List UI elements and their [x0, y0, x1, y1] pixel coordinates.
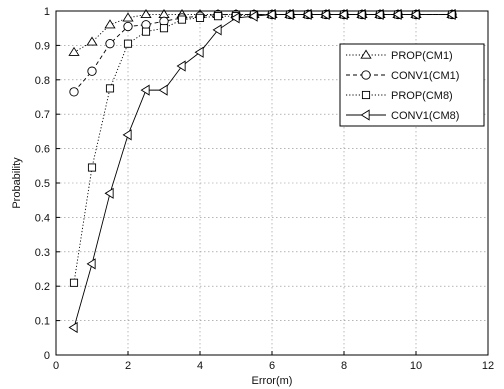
y-tick-label: 0.4 [35, 212, 50, 224]
series-point [68, 46, 80, 56]
x-tick-label: 2 [125, 360, 131, 372]
series-point [140, 84, 150, 96]
legend-label: PROP(CM8) [391, 90, 453, 102]
legend-marker [361, 90, 371, 100]
series-point [104, 19, 116, 29]
legend-label: CONV1(CM1) [391, 70, 459, 82]
y-tick-label: 1 [44, 6, 50, 18]
legend-item: PROP(CM8) [346, 90, 453, 102]
series-point [374, 8, 384, 21]
x-tick-label: 0 [53, 360, 59, 372]
series-point [122, 129, 132, 141]
plot-series [68, 8, 458, 334]
series-point [123, 39, 133, 48]
y-tick-label: 0.1 [35, 316, 50, 328]
series-point [194, 46, 204, 58]
series-point [105, 84, 115, 93]
series-point [446, 8, 456, 21]
series-point [87, 163, 97, 172]
legend-item: CONV1(CM1) [346, 70, 459, 82]
x-axis-title: Error(m) [252, 375, 293, 387]
series-point [158, 84, 168, 96]
legend-label: PROP(CM1) [391, 50, 453, 62]
legend-item: PROP(CM1) [346, 49, 453, 62]
x-tick-label: 8 [341, 360, 347, 372]
series-point [159, 24, 169, 33]
x-tick-label: 4 [197, 360, 203, 372]
series-point [141, 27, 151, 36]
series-point [86, 36, 98, 46]
series-point [122, 12, 134, 22]
x-tick-label: 10 [410, 360, 422, 372]
y-tick-label: 0.7 [35, 109, 50, 121]
legend: PROP(CM1) CONV1(CM1) PROP(CM8) CONV1(CM8) [339, 43, 485, 127]
y-axis-title: Probability [11, 157, 23, 209]
legend-items: PROP(CM1) CONV1(CM1) PROP(CM8) CONV1(CM8) [346, 49, 459, 122]
series-point [410, 8, 420, 21]
series-point [338, 8, 348, 21]
x-tick-label: 12 [482, 360, 494, 372]
series-point [392, 8, 402, 21]
series-point [69, 87, 79, 97]
y-tick-label: 0 [44, 350, 50, 362]
series-point [302, 8, 312, 21]
series-point [176, 60, 186, 72]
legend-marker [360, 49, 372, 59]
series-point [104, 187, 114, 199]
legend-marker [360, 109, 370, 121]
y-tick-label: 0.2 [35, 281, 50, 293]
legend-label: CONV1(CM8) [391, 110, 459, 122]
series-point [69, 278, 79, 287]
series-point [140, 8, 152, 19]
series-point [212, 24, 222, 36]
legend-marker [361, 70, 371, 80]
series-3 [68, 8, 456, 334]
x-tick-label: 6 [269, 360, 275, 372]
legend-item: CONV1(CM8) [346, 109, 459, 122]
axis-ticks: 0 2 4 6 8 10 12 0 0.1 0.2 0.3 0.4 0.5 0.6 0.7 0.8 0.9 1 [35, 6, 494, 372]
series-point [87, 66, 97, 76]
y-tick-label: 0.3 [35, 247, 50, 259]
series-point [105, 39, 115, 49]
series-point [123, 21, 133, 32]
series-point [320, 8, 330, 21]
y-tick-label: 0.9 [35, 40, 50, 52]
series-point [356, 8, 366, 21]
y-tick-label: 0.8 [35, 75, 50, 87]
series-point [266, 8, 276, 21]
series-point [177, 15, 187, 24]
series-point [284, 8, 294, 21]
series-point [86, 258, 96, 270]
series-point [248, 10, 258, 22]
series-point [230, 12, 240, 24]
y-tick-label: 0.6 [35, 144, 50, 156]
series-point [68, 321, 78, 334]
series-point [213, 12, 223, 21]
series-point [195, 13, 205, 22]
y-tick-label: 0.5 [35, 178, 50, 190]
